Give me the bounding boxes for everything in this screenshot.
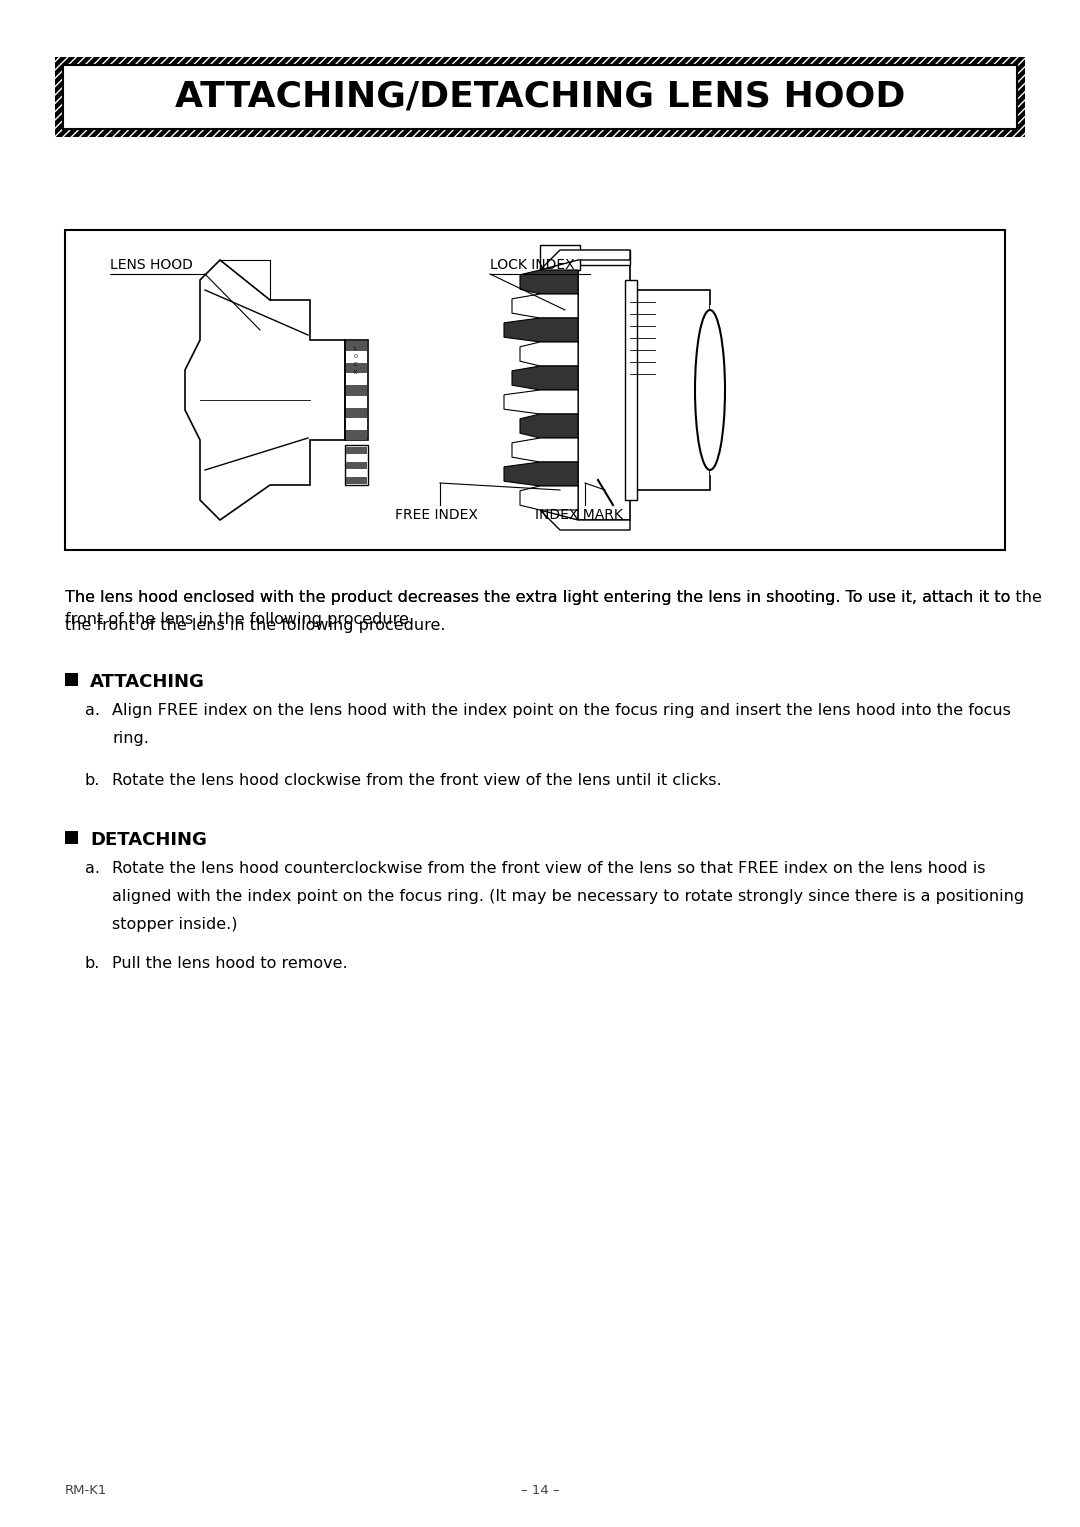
Bar <box>346 385 367 395</box>
Polygon shape <box>540 250 630 270</box>
Polygon shape <box>519 270 578 295</box>
Bar <box>65 673 78 686</box>
Text: K: K <box>354 370 357 374</box>
Polygon shape <box>504 389 578 414</box>
Polygon shape <box>519 342 578 366</box>
Polygon shape <box>512 438 578 463</box>
Polygon shape <box>540 510 630 530</box>
Bar <box>346 463 367 469</box>
Bar <box>346 447 367 454</box>
Text: Pull the lens hood to remove.: Pull the lens hood to remove. <box>112 956 348 971</box>
Polygon shape <box>519 486 578 510</box>
Text: L: L <box>354 345 357 351</box>
Bar <box>65 231 1005 550</box>
Text: RM-K1: RM-K1 <box>65 1484 107 1496</box>
Bar <box>346 408 367 418</box>
Text: LOCK INDEX: LOCK INDEX <box>490 258 575 272</box>
Text: The lens hood enclosed with the product decreases the extra light entering the l: The lens hood enclosed with the product … <box>65 589 1011 605</box>
Text: aligned with the index point on the focus ring. (It may be necessary to rotate s: aligned with the index point on the focu… <box>112 889 1024 904</box>
Text: b.: b. <box>85 773 100 788</box>
Bar <box>710 305 740 475</box>
Polygon shape <box>512 295 578 318</box>
Bar <box>346 363 367 373</box>
Text: Align FREE index on the lens hood with the index point on the focus ring and ins: Align FREE index on the lens hood with t… <box>112 702 1011 718</box>
Text: DETACHING: DETACHING <box>90 831 207 849</box>
Text: O: O <box>353 353 357 359</box>
Text: ATTACHING/DETACHING LENS HOOD: ATTACHING/DETACHING LENS HOOD <box>175 79 905 115</box>
Text: LENS HOOD: LENS HOOD <box>110 258 193 272</box>
Text: the front of the lens in the following procedure.: the front of the lens in the following p… <box>65 618 446 634</box>
Polygon shape <box>185 260 345 521</box>
Text: a.: a. <box>85 861 100 876</box>
Bar <box>630 290 710 490</box>
Bar <box>65 831 78 844</box>
Text: The lens hood enclosed with the product decreases the extra light entering the l: The lens hood enclosed with the product … <box>65 589 1042 628</box>
Polygon shape <box>504 463 578 486</box>
Bar <box>346 431 367 440</box>
Text: FREE INDEX: FREE INDEX <box>395 508 477 522</box>
Text: C: C <box>353 362 357 366</box>
Polygon shape <box>519 414 578 438</box>
Text: Rotate the lens hood clockwise from the front view of the lens until it clicks.: Rotate the lens hood clockwise from the … <box>112 773 721 788</box>
Bar <box>345 444 368 486</box>
Text: ring.: ring. <box>112 731 149 747</box>
Bar <box>346 341 367 351</box>
Bar <box>55 56 1025 137</box>
Bar <box>346 478 367 484</box>
Text: – 14 –: – 14 – <box>521 1484 559 1496</box>
Bar <box>345 341 368 440</box>
Bar <box>578 250 630 266</box>
Bar <box>578 260 630 521</box>
Text: Rotate the lens hood counterclockwise from the front view of the lens so that FR: Rotate the lens hood counterclockwise fr… <box>112 861 986 876</box>
Text: INDEX MARK: INDEX MARK <box>535 508 623 522</box>
Bar <box>55 56 1025 137</box>
Ellipse shape <box>696 310 725 470</box>
Text: a.: a. <box>85 702 100 718</box>
Polygon shape <box>512 366 578 389</box>
Bar <box>63 66 1017 128</box>
Text: b.: b. <box>85 956 100 971</box>
Bar <box>540 244 580 270</box>
Text: ATTACHING: ATTACHING <box>90 673 205 692</box>
Bar <box>625 279 637 499</box>
Polygon shape <box>504 318 578 342</box>
Text: stopper inside.): stopper inside.) <box>112 918 238 931</box>
